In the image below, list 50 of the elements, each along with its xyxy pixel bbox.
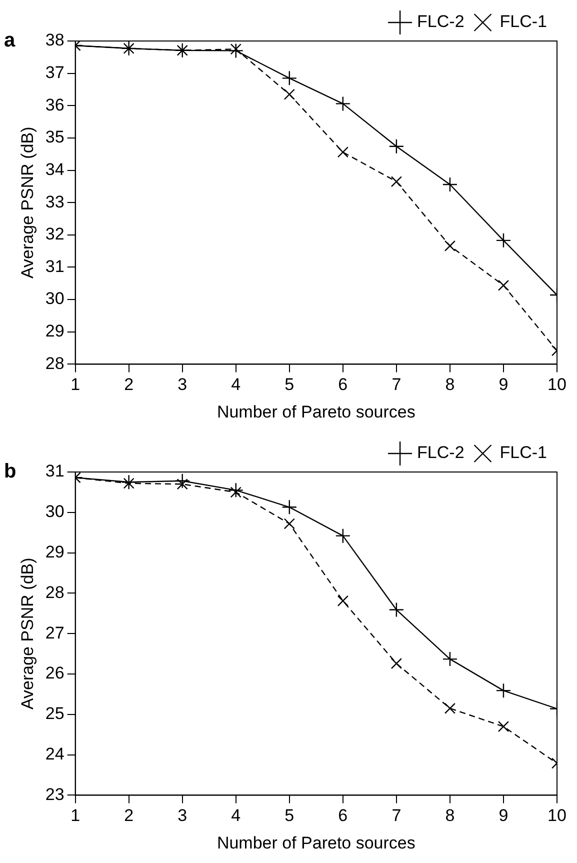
x-tick-label: 9	[498, 806, 508, 826]
x-tick-label: 3	[178, 806, 188, 826]
y-tick-label: 34	[45, 160, 64, 179]
text: a	[4, 30, 16, 52]
text: b	[4, 460, 16, 483]
x-tick-label: 8	[445, 806, 455, 826]
y-tick-label: 29	[45, 322, 64, 341]
y-tick-label: 31	[45, 462, 64, 481]
x-tick-label: 4	[231, 806, 241, 826]
y-tick-label: 36	[45, 95, 64, 114]
y-tick-label: 28	[45, 354, 64, 373]
x-tick-label: 9	[498, 375, 508, 394]
y-tick-label: 29	[45, 542, 64, 562]
y-tick-label: 38	[45, 30, 64, 50]
y-tick-label: 27	[45, 623, 64, 642]
y-tick-label: 33	[45, 192, 64, 212]
x-tick-label: 7	[392, 375, 402, 394]
y-tick-label: 30	[45, 502, 64, 522]
x-tick-label: 10	[548, 375, 566, 394]
x-tick-label: 1	[70, 806, 80, 826]
y-tick-label: 35	[45, 128, 64, 147]
x-tick-label: 5	[284, 806, 294, 826]
y-tick-label: 32	[45, 224, 64, 244]
y-axis-title: Average PSNR (dB)	[18, 126, 37, 279]
y-tick-label: 37	[45, 63, 64, 82]
y-tick-label: 23	[45, 784, 64, 804]
y-tick-label: 24	[45, 744, 64, 764]
x-axis-title: Number of Pareto sources	[216, 833, 416, 852]
x-tick-label: 2	[124, 806, 134, 826]
x-tick-label: 7	[392, 806, 402, 826]
legend-label: FLC-1	[500, 443, 548, 462]
y-axis-title: Average PSNR (dB)	[18, 558, 37, 710]
x-tick-label: 2	[124, 375, 134, 394]
legend-label: FLC-2	[417, 443, 464, 462]
legend-label: FLC-2	[417, 12, 464, 32]
x-tick-label: 10	[548, 806, 566, 826]
y-tick-label: 28	[45, 582, 64, 602]
x-tick-label: 6	[338, 375, 348, 394]
y-tick-label: 30	[45, 289, 64, 308]
x-tick-label: 5	[284, 375, 294, 394]
y-tick-label: 26	[45, 664, 64, 683]
x-tick-label: 4	[231, 375, 241, 394]
legend-label: FLC-1	[500, 12, 548, 32]
y-tick-label: 31	[45, 256, 64, 276]
x-tick-label: 3	[178, 375, 188, 394]
y-tick-label: 25	[45, 704, 64, 724]
x-axis-title: Number of Pareto sources	[216, 402, 416, 422]
x-tick-label: 1	[70, 375, 80, 394]
x-tick-label: 6	[338, 806, 348, 826]
x-tick-label: 8	[445, 375, 455, 394]
